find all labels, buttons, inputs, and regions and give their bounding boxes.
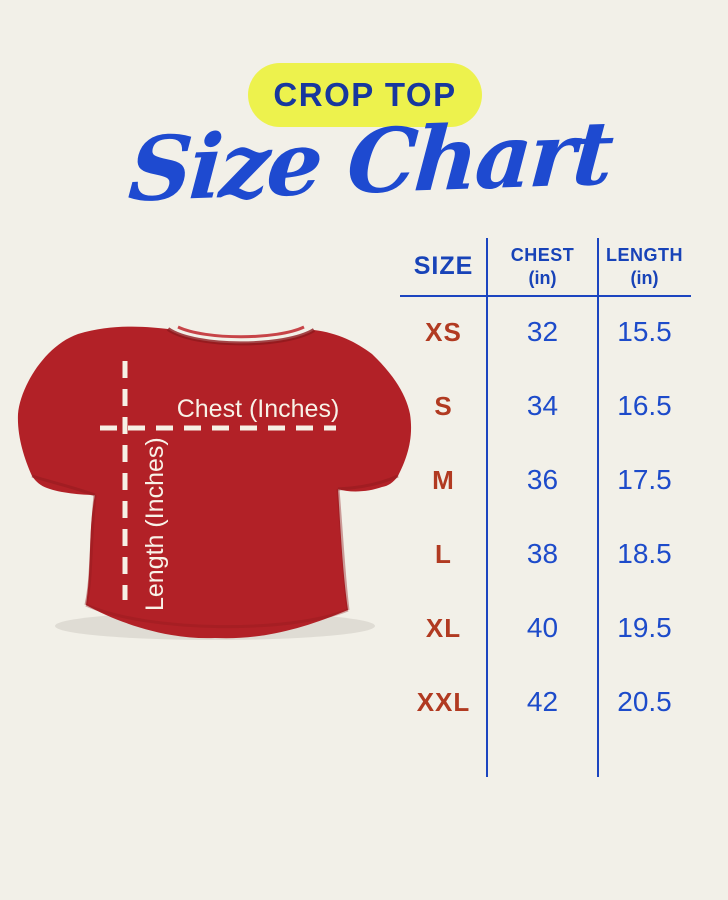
col-header-length-unit: (in) [630, 267, 659, 288]
col-header-chest: CHEST (in) [487, 238, 598, 295]
chest-axis-label: Chest (Inches) [177, 395, 340, 423]
crop-top-shirt-illustration: Chest (Inches) Length (Inches) [17, 325, 412, 640]
table-divider-1 [486, 238, 488, 777]
table-row-xs-size: XS [425, 316, 462, 347]
table-row-xs-length: 15.5 [617, 316, 672, 347]
length-axis-label: Length (Inches) [141, 437, 169, 611]
badge-label: CROP TOP [273, 76, 457, 113]
table-row-s-length: 16.5 [617, 390, 672, 421]
col-header-chest-label: CHEST [510, 245, 575, 265]
table-divider-2 [597, 238, 599, 777]
table-row-l-length: 18.5 [617, 538, 672, 569]
table-header-row: SIZE CHEST (in) LENGTH (in) [400, 238, 691, 295]
shirt-collar [166, 327, 316, 346]
shirt-diagram: Chest (Inches) Length (Inches) [0, 318, 430, 652]
shirt-body [17, 326, 412, 639]
table-row-s-size: S [434, 390, 453, 421]
table-row-xxl-length: 20.5 [617, 686, 672, 717]
table-row-s-chest: 34 [526, 390, 559, 421]
table-row-xs-chest: 32 [526, 316, 559, 347]
col-header-chest-unit: (in) [528, 267, 557, 288]
table-row-m-length: 17.5 [617, 464, 672, 495]
col-header-size: SIZE [400, 238, 487, 295]
table-row-l-size: L [435, 538, 452, 569]
col-header-length-label: LENGTH [606, 245, 683, 265]
table-row-xxl-chest: 42 [526, 686, 559, 717]
table-row-m-size: M [432, 464, 455, 495]
table-body: XS 32 15.5 S 34 16.5 M 36 17.5 L 38 18.5… [400, 295, 691, 739]
table-row-m-chest: 36 [526, 464, 559, 495]
col-header-length: LENGTH (in) [598, 238, 691, 295]
table-row-xl-size: XL [425, 612, 462, 643]
col-header-size-label: SIZE [413, 251, 474, 280]
table-row-xl-chest: 40 [526, 612, 559, 643]
table-row-xl-length: 19.5 [617, 612, 672, 643]
crop-top-badge: CROP TOP [248, 63, 482, 127]
table-row-xxl-size: XXL [416, 686, 471, 717]
table-row-l-chest: 38 [526, 538, 559, 569]
size-table: SIZE CHEST (in) LENGTH (in) XS 32 15.5 S… [400, 238, 691, 778]
table-header-underline [400, 295, 691, 297]
